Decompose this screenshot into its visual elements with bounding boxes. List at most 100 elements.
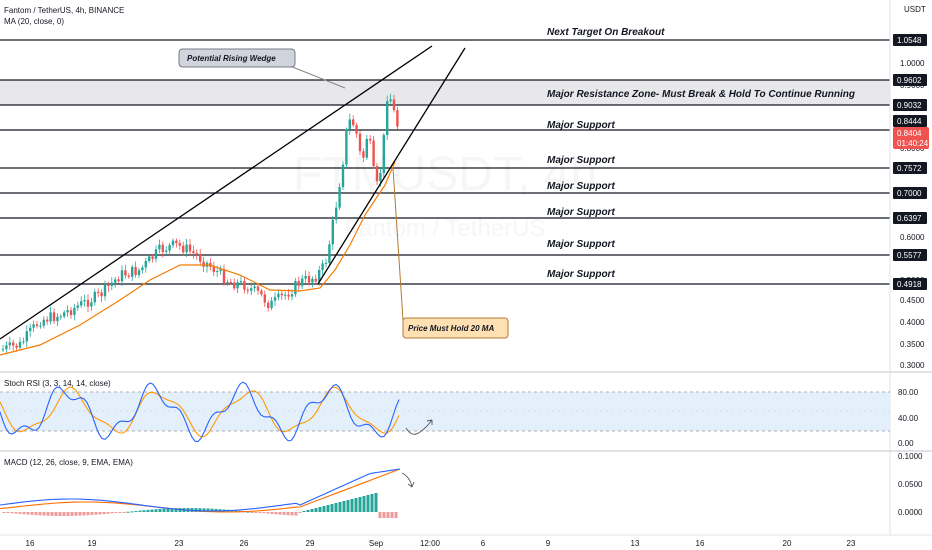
macd-line — [0, 468, 401, 512]
macd-histogram-bar — [274, 512, 278, 515]
macd-histogram-bar — [58, 512, 62, 516]
candle-body — [66, 310, 69, 313]
candle-body — [131, 266, 134, 277]
macd-histogram-bar — [394, 512, 398, 518]
price-level-value: 0.4918 — [897, 280, 922, 289]
time-tick-label: 16 — [696, 539, 705, 548]
macd-histogram-bar — [26, 512, 30, 515]
candle-body — [355, 125, 358, 134]
candle-body — [263, 294, 266, 303]
macd-title[interactable]: MACD (12, 26, close, 9, EMA, EMA) — [4, 458, 133, 467]
ma-indicator-title[interactable]: MA (20, close, 0) — [4, 17, 64, 26]
candle-body — [253, 286, 256, 289]
candle-body — [86, 299, 90, 307]
candle-body — [154, 249, 158, 259]
price-level-box — [893, 212, 927, 224]
macd-histogram-bar — [262, 512, 266, 514]
time-tick-label: 19 — [88, 539, 97, 548]
macd-histogram-bar — [370, 494, 374, 512]
stoch-rsi-title[interactable]: Stoch RSI (3, 3, 14, 14, close) — [4, 379, 111, 388]
candle-body — [318, 269, 321, 282]
candle-body — [185, 244, 188, 253]
candle-body — [25, 331, 28, 342]
stoch-d-line — [0, 386, 400, 438]
support-label-4: Major Support — [547, 207, 615, 218]
candle-body — [270, 300, 273, 309]
price-level-value: 0.5577 — [897, 251, 922, 260]
candle-body — [127, 275, 130, 277]
time-tick-label: 23 — [175, 539, 184, 548]
macd-histogram-bar — [30, 512, 34, 515]
time-tick-label: 6 — [481, 539, 486, 548]
macd-histogram-bar — [202, 508, 206, 512]
symbol-title[interactable]: Fantom / TetherUS, 4h, BINANCE — [4, 6, 124, 15]
macd-histogram-bar — [310, 509, 314, 512]
candle-body — [304, 276, 307, 279]
support-label-2: Major Support — [547, 155, 615, 166]
candle-body — [243, 280, 246, 290]
candle-body — [76, 305, 79, 308]
candle-body — [5, 345, 8, 350]
macd-histogram-bar — [306, 510, 310, 512]
macd-histogram-bar — [74, 512, 78, 516]
candle-body — [335, 207, 338, 220]
candle-body — [222, 269, 226, 284]
macd-histogram-bar — [2, 512, 6, 513]
candle-body — [233, 282, 236, 289]
candle-body — [216, 271, 219, 273]
candle-body — [1, 349, 5, 351]
candle-body — [226, 282, 229, 284]
macd-histogram-bar — [386, 512, 390, 518]
candle-body — [161, 244, 164, 252]
macd-histogram-bar — [86, 512, 90, 516]
candle-body — [110, 282, 113, 286]
stoch-tick-label: 80.00 — [898, 388, 919, 397]
candle-body — [59, 316, 62, 318]
candle-body — [358, 133, 362, 152]
candle-body — [137, 270, 141, 276]
candle-body — [321, 263, 324, 270]
candle-body — [250, 288, 253, 291]
candle-body — [178, 243, 181, 246]
macd-histogram-bar — [34, 512, 38, 516]
price-tick-label: 0.3500 — [900, 340, 925, 349]
price-level-value: 0.8444 — [897, 117, 922, 126]
wedge-callout-box[interactable] — [178, 48, 296, 68]
macd-histogram-bar — [302, 511, 306, 512]
price-level-box — [893, 34, 927, 46]
candle-body — [49, 312, 52, 322]
macd-histogram-bar — [366, 495, 370, 512]
macd-projection-arrow — [401, 472, 415, 488]
candle-body — [212, 266, 215, 273]
ma-callout-box[interactable] — [402, 317, 509, 339]
candle-body — [29, 327, 32, 332]
macd-histogram-bar — [158, 508, 162, 512]
macd-histogram-bar — [290, 512, 294, 516]
price-tick-label: 0.6000 — [900, 233, 925, 242]
wedge-lower-trendline[interactable] — [317, 47, 466, 285]
candle-body — [63, 312, 66, 317]
candle-body — [151, 256, 154, 259]
macd-tick-label: 0.1000 — [898, 452, 923, 461]
price-level-value: 0.9032 — [897, 101, 922, 110]
time-tick-label: 26 — [240, 539, 249, 548]
currency-label: USDT — [904, 5, 926, 14]
wedge-upper-trendline[interactable] — [0, 45, 433, 340]
candle-body — [273, 297, 277, 301]
candle-body — [46, 319, 49, 322]
macd-histogram-bar — [390, 512, 394, 518]
stoch-axis-ticks: 80.00 40.00 0.00 — [898, 388, 919, 448]
macd-tick-label: 0.0000 — [898, 508, 923, 517]
candle-body — [389, 99, 392, 102]
candle-body — [117, 279, 120, 282]
candle-body — [294, 281, 297, 295]
candle-body — [307, 276, 311, 283]
candle-body — [386, 101, 389, 136]
macd-histogram-bar — [282, 512, 286, 515]
candle-body — [22, 341, 25, 343]
candle-body — [90, 302, 93, 307]
stoch-projection-arrow — [405, 419, 433, 435]
price-tick-label: 0.4500 — [900, 296, 925, 305]
support-label-3: Major Support — [547, 181, 615, 192]
